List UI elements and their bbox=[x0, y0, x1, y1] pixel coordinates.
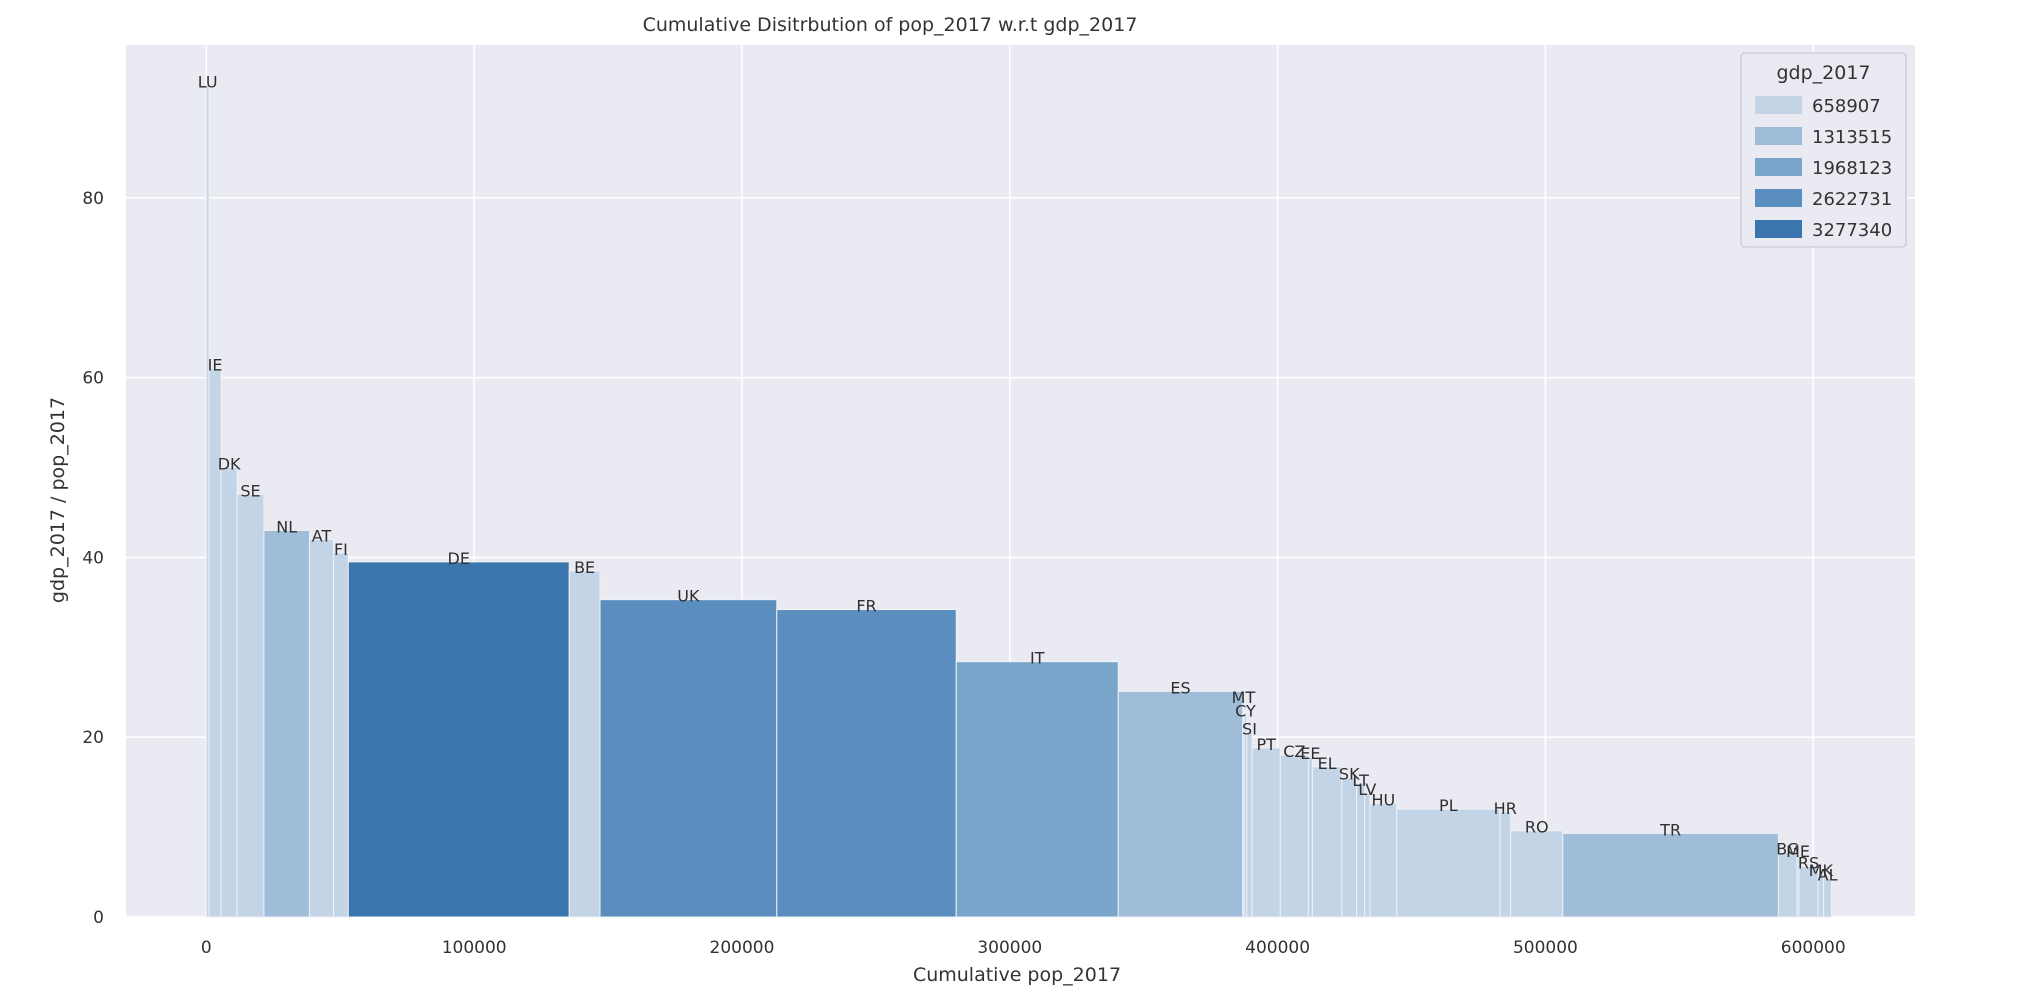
bar-label-fi: FI bbox=[334, 540, 348, 559]
bar-label-hu: HU bbox=[1372, 791, 1396, 810]
bar-label-ie: IE bbox=[208, 356, 223, 375]
bar-label-pt: PT bbox=[1257, 735, 1277, 754]
y-axis-ticks: 0 20 40 60 80 bbox=[82, 189, 104, 928]
bar-label-it: IT bbox=[1030, 649, 1045, 668]
bar-hr bbox=[1499, 811, 1512, 918]
legend-swatch bbox=[1755, 127, 1802, 145]
bar-it bbox=[955, 661, 1119, 918]
bar-label-rs: RS bbox=[1798, 854, 1819, 873]
bar-label-uk: UK bbox=[677, 587, 700, 606]
bar-label-es: ES bbox=[1170, 678, 1190, 697]
bar-label-lu: LU bbox=[198, 72, 218, 91]
bar-label-lv: LV bbox=[1358, 780, 1376, 799]
bar-lt bbox=[1356, 783, 1366, 918]
y-tick-label: 40 bbox=[82, 548, 104, 568]
bar-label-al: AL bbox=[1818, 865, 1838, 884]
bar-dk bbox=[220, 467, 238, 918]
bar-pl bbox=[1396, 808, 1501, 918]
x-tick-label: 100000 bbox=[442, 938, 507, 958]
bar-label-ro: RO bbox=[1525, 818, 1549, 837]
bar-pt bbox=[1251, 747, 1281, 918]
x-axis-label: Cumulative pop_2017 bbox=[913, 964, 1121, 986]
legend-entry-label: 1313515 bbox=[1812, 127, 1892, 148]
bar-label-cz: CZ bbox=[1283, 742, 1305, 761]
bar-label-me: ME bbox=[1786, 842, 1810, 861]
x-axis-ticks: 0 100000 200000 300000 400000 500000 600000 bbox=[201, 938, 1846, 958]
x-tick-label: 400000 bbox=[1245, 938, 1310, 958]
y-tick-label: 60 bbox=[82, 369, 104, 389]
bar-label-pl: PL bbox=[1439, 796, 1458, 815]
legend-swatch bbox=[1755, 220, 1802, 238]
legend-entry-label: 1968123 bbox=[1812, 158, 1892, 179]
bar-nl bbox=[263, 529, 310, 918]
bar-fr bbox=[776, 609, 957, 918]
bar-ie bbox=[208, 368, 222, 918]
bar-al bbox=[1823, 877, 1832, 918]
bar-label-el: EL bbox=[1318, 754, 1337, 773]
bar-sk bbox=[1341, 777, 1358, 918]
bar-uk bbox=[599, 599, 778, 918]
bar-label-fr: FR bbox=[856, 597, 876, 616]
bar-es bbox=[1117, 690, 1244, 918]
bar-label-be: BE bbox=[574, 558, 595, 577]
legend: gdp_2017 658907 1313515 1968123 2622731 3277… bbox=[1740, 52, 1907, 248]
legend-entry-label: 2622731 bbox=[1812, 189, 1892, 210]
legend-title: gdp_2017 bbox=[1776, 62, 1870, 84]
bar-label-si: SI bbox=[1242, 720, 1257, 739]
bar-lv bbox=[1364, 792, 1371, 918]
y-axis-label: gdp_2017 / pop_2017 bbox=[47, 397, 69, 603]
bar-se bbox=[236, 493, 265, 918]
bar-de bbox=[347, 561, 570, 918]
bar-ee bbox=[1307, 756, 1313, 918]
bar-hu bbox=[1369, 803, 1398, 918]
x-tick-label: 300000 bbox=[977, 938, 1042, 958]
legend-swatch bbox=[1755, 158, 1802, 176]
bar-label-cy: CY bbox=[1235, 702, 1256, 721]
bar-be bbox=[568, 570, 601, 918]
bar-el bbox=[1311, 766, 1343, 918]
bar-label-nl: NL bbox=[276, 517, 297, 536]
bar-label-se: SE bbox=[240, 481, 260, 500]
bar-label-lt: LT bbox=[1352, 771, 1369, 790]
bar-fi bbox=[333, 552, 349, 918]
legend-entry-label: 658907 bbox=[1812, 96, 1881, 117]
legend-entry-label: 3277340 bbox=[1812, 220, 1892, 241]
bar-label-bg: BG bbox=[1776, 839, 1799, 858]
bar-bg bbox=[1777, 851, 1798, 918]
legend-swatch bbox=[1755, 189, 1802, 207]
x-tick-label: 500000 bbox=[1513, 938, 1578, 958]
x-tick-label: 200000 bbox=[710, 938, 775, 958]
bar-label-tr: TR bbox=[1659, 820, 1681, 839]
bar-label-mt: MT bbox=[1232, 688, 1256, 707]
bar-cz bbox=[1279, 754, 1309, 918]
x-tick-label: 0 bbox=[201, 938, 212, 958]
legend-swatch bbox=[1755, 96, 1802, 114]
bar-ro bbox=[1510, 830, 1564, 918]
bar-label-dk: DK bbox=[218, 455, 241, 474]
bar-label-ee: EE bbox=[1300, 744, 1320, 763]
bar-label-at: AT bbox=[312, 526, 332, 545]
bar-label-sk: SK bbox=[1339, 765, 1360, 784]
bar-si bbox=[1246, 732, 1253, 918]
legend-entries: 658907 1313515 1968123 2622731 3277340 bbox=[1755, 96, 1892, 241]
y-tick-label: 20 bbox=[82, 728, 104, 748]
bar-tr bbox=[1562, 832, 1779, 918]
bar-label-mk: MK bbox=[1809, 861, 1834, 880]
chart-title: Cumulative Disitrbution of pop_2017 w.r.… bbox=[643, 14, 1138, 36]
bar-at bbox=[308, 538, 335, 918]
bar-layer bbox=[205, 84, 1832, 918]
bar-label-hr: HR bbox=[1494, 799, 1517, 818]
bar-label-de: DE bbox=[448, 549, 470, 568]
x-tick-label: 600000 bbox=[1781, 938, 1846, 958]
y-tick-label: 0 bbox=[93, 908, 104, 928]
y-tick-label: 80 bbox=[82, 189, 104, 209]
